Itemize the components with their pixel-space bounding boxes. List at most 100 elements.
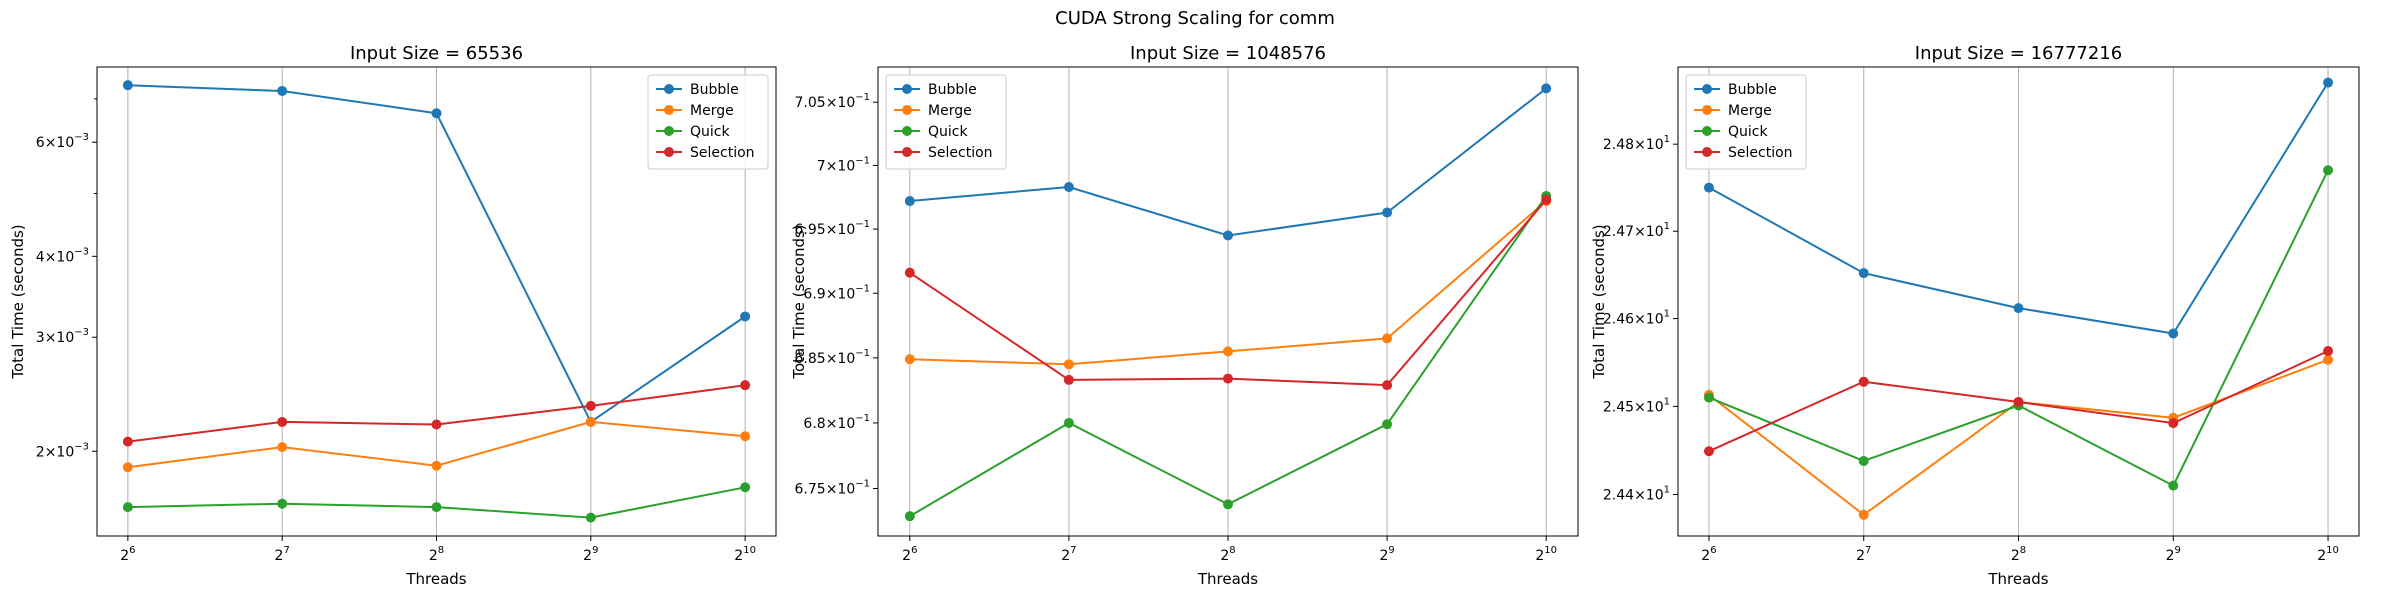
- data-point-quick: [740, 482, 751, 493]
- data-point-quick: [2168, 480, 2179, 491]
- data-point-merge: [1063, 359, 1074, 370]
- data-point-bubble: [1382, 207, 1393, 218]
- tick-exponent: 1: [1664, 134, 1670, 145]
- tick-exponent: 7: [283, 545, 289, 556]
- legend: Bubble Merge Quick Selection: [647, 74, 769, 170]
- tick-exponent: −1: [855, 92, 870, 103]
- tick-base: 10: [1646, 312, 1664, 328]
- tick-exponent: −3: [74, 327, 89, 338]
- tick-mantissa: 2.47: [1603, 224, 1634, 240]
- y-tick-label: 2.45×101: [1603, 396, 1670, 415]
- data-point-bubble: [904, 196, 915, 207]
- data-point-selection: [1703, 446, 1714, 457]
- legend-label: Selection: [928, 145, 993, 161]
- tick-base: 2: [120, 548, 129, 564]
- y-tick-label: 6×10−3: [36, 132, 89, 151]
- data-point-selection: [122, 436, 133, 447]
- data-point-selection: [1382, 380, 1393, 391]
- tick-times: ×: [1634, 487, 1646, 503]
- legend-marker: [1702, 84, 1712, 94]
- tick-exponent: 9: [592, 545, 598, 556]
- data-point-merge: [585, 416, 596, 427]
- data-point-selection: [1858, 376, 1869, 387]
- legend-box: [647, 74, 769, 170]
- tick-base: 2: [2166, 548, 2175, 564]
- tick-times: ×: [1634, 224, 1646, 240]
- subplot-title: Input Size = 16777216: [1915, 43, 2122, 64]
- tick-base: 10: [837, 222, 855, 238]
- legend-label: Bubble: [928, 82, 977, 98]
- data-point-merge: [1382, 333, 1393, 344]
- legend-marker: [664, 84, 674, 94]
- tick-mantissa: 2.45: [1603, 399, 1634, 415]
- x-tick-label: 29: [2166, 545, 2181, 564]
- data-point-bubble: [1063, 182, 1074, 193]
- tick-times: ×: [826, 286, 838, 302]
- tick-base: 2: [1701, 548, 1710, 564]
- tick-base: 2: [1535, 548, 1544, 564]
- legend-label: Quick: [928, 124, 968, 140]
- x-axis-label: Threads: [1197, 570, 1258, 588]
- data-point-selection: [740, 380, 751, 391]
- tick-exponent: 7: [1865, 545, 1871, 556]
- data-point-bubble: [2168, 328, 2179, 339]
- tick-times: ×: [826, 351, 838, 367]
- data-point-bubble: [1858, 268, 1869, 279]
- tick-exponent: 10: [2326, 545, 2339, 556]
- data-point-quick: [1382, 419, 1393, 430]
- tick-times: ×: [45, 330, 57, 346]
- legend-marker: [902, 126, 912, 136]
- legend-marker: [1702, 147, 1712, 157]
- x-tick-label: 26: [120, 545, 135, 564]
- tick-mantissa: 6.95: [795, 222, 826, 238]
- data-point-quick: [585, 512, 596, 523]
- tick-exponent: −1: [855, 478, 870, 489]
- figure-title: CUDA Strong Scaling for comm: [1055, 8, 1335, 29]
- data-point-merge: [431, 460, 442, 471]
- tick-base: 10: [837, 158, 855, 174]
- data-point-selection: [1223, 373, 1233, 384]
- data-point-selection: [1063, 374, 1074, 385]
- data-point-selection: [277, 416, 288, 427]
- y-tick-label: 2.44×101: [1603, 484, 1670, 503]
- tick-exponent: 1: [1664, 221, 1670, 232]
- tick-exponent: 6: [1710, 545, 1716, 556]
- y-tick-label: 2.48×101: [1603, 134, 1670, 153]
- tick-times: ×: [826, 416, 838, 432]
- tick-base: 2: [275, 548, 284, 564]
- tick-mantissa: 4: [36, 249, 45, 265]
- tick-times: ×: [1634, 312, 1646, 328]
- y-tick-label: 2.47×101: [1603, 221, 1670, 240]
- subplot-2: 26 27 28 29 2106.75×10−16.8×10−16.85×10−16.9…: [790, 43, 1579, 588]
- tick-base: 10: [1646, 487, 1664, 503]
- tick-exponent: 9: [2175, 545, 2181, 556]
- legend-label: Merge: [1728, 103, 1772, 119]
- tick-base: 2: [1220, 548, 1229, 564]
- x-tick-label: 26: [902, 545, 917, 564]
- subplot-3: 26 27 28 29 2102.44×1012.45×1012.46×1012.47×…: [1590, 43, 2360, 588]
- tick-exponent: −1: [855, 155, 870, 166]
- tick-mantissa: 6.85: [795, 351, 826, 367]
- tick-mantissa: 2.46: [1603, 312, 1634, 328]
- tick-times: ×: [826, 222, 838, 238]
- tick-mantissa: 6: [36, 135, 45, 151]
- data-point-bubble: [2013, 303, 2024, 314]
- data-point-quick: [1858, 455, 1869, 466]
- tick-base: 10: [837, 416, 855, 432]
- legend-label: Selection: [1728, 145, 1793, 161]
- data-point-merge: [1223, 346, 1233, 357]
- tick-base: 10: [56, 135, 74, 151]
- tick-exponent: −1: [855, 219, 870, 230]
- tick-base: 10: [837, 286, 855, 302]
- data-point-selection: [2323, 346, 2334, 357]
- data-point-selection: [2168, 418, 2179, 429]
- tick-mantissa: 7.05: [795, 95, 826, 111]
- x-tick-label: 210: [1535, 545, 1557, 564]
- tick-base: 10: [837, 351, 855, 367]
- tick-base: 2: [2317, 548, 2326, 564]
- subplot-title: Input Size = 65536: [350, 43, 523, 64]
- legend: Bubble Merge Quick Selection: [885, 74, 1007, 170]
- tick-base: 10: [1646, 224, 1664, 240]
- tick-exponent: −3: [74, 246, 89, 257]
- tick-base: 2: [1379, 548, 1388, 564]
